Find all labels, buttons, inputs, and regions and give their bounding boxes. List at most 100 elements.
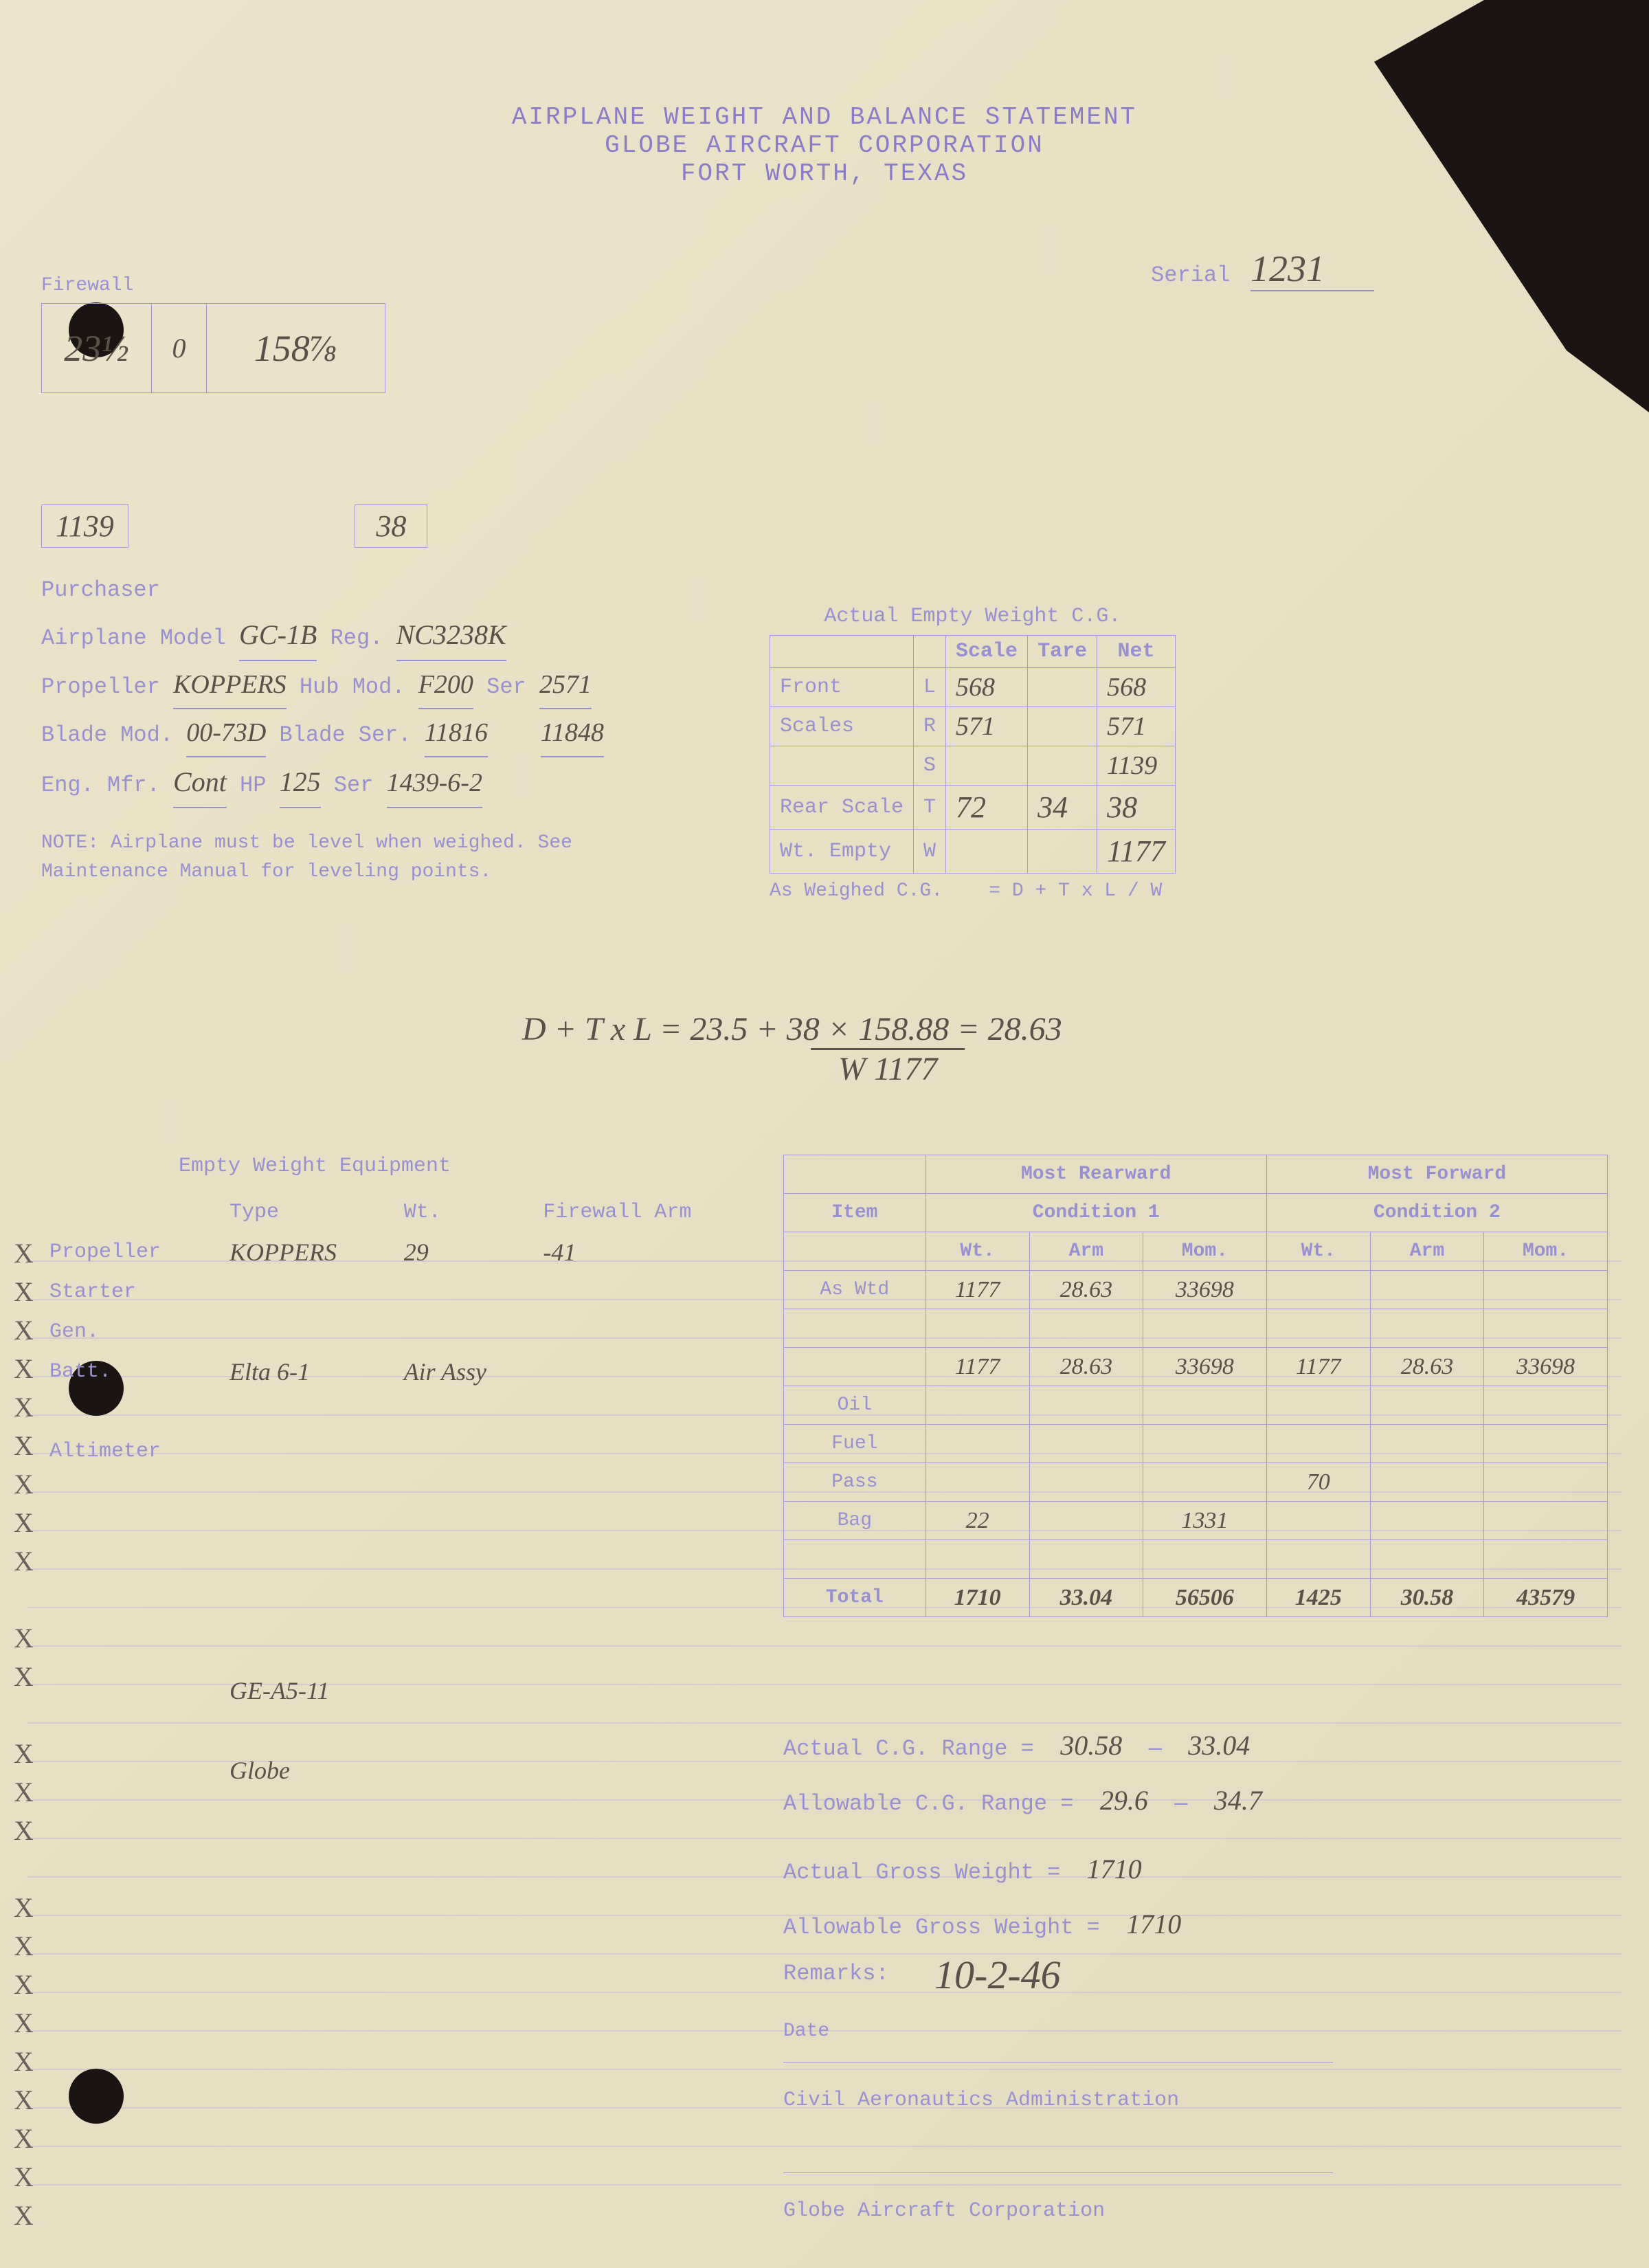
x-mark: X bbox=[14, 1968, 34, 2007]
cond-cell: 1710 bbox=[926, 1579, 1029, 1617]
cond-cell: 1331 bbox=[1143, 1502, 1267, 1540]
equip-cell: Propeller bbox=[43, 1233, 221, 1271]
cond-cell bbox=[1266, 1502, 1370, 1540]
equip-cell bbox=[223, 1711, 396, 1750]
equip-cell bbox=[397, 1512, 535, 1550]
equip-cell bbox=[397, 1711, 535, 1750]
equip-cell bbox=[536, 1990, 768, 2029]
date-label: Date bbox=[783, 2021, 829, 2042]
mid-v2: 38 bbox=[355, 504, 427, 548]
cond-cell bbox=[1029, 1502, 1143, 1540]
equip-cell: Globe bbox=[223, 1751, 396, 1790]
cond-cell bbox=[926, 1386, 1029, 1425]
cond-cell bbox=[926, 1309, 1029, 1348]
equip-cell bbox=[397, 1273, 535, 1311]
equip-cell bbox=[43, 1950, 221, 1989]
equip-cell bbox=[43, 1472, 221, 1511]
equip-cell bbox=[43, 1552, 221, 1590]
equip-cell bbox=[223, 1911, 396, 1949]
mid-v1: 1139 bbox=[41, 504, 128, 548]
cond-cell bbox=[1143, 1540, 1267, 1579]
cond-cell bbox=[1029, 1425, 1143, 1463]
equip-cell bbox=[397, 1871, 535, 1909]
equip-cell: Air Assy bbox=[397, 1353, 535, 1391]
equip-cell bbox=[536, 1472, 768, 1511]
x-mark bbox=[14, 1699, 34, 1737]
x-mark bbox=[14, 1583, 34, 1622]
firewall-box: Firewall 23½ 0 158⅞ bbox=[41, 275, 453, 393]
equip-cell bbox=[397, 1472, 535, 1511]
cond-cell bbox=[1484, 1425, 1608, 1463]
cond-cell bbox=[1029, 1540, 1143, 1579]
cg-data-table: Scale Tare Net FrontL568568 ScalesR57157… bbox=[770, 635, 1176, 874]
cond-cell: 28.63 bbox=[1370, 1348, 1483, 1386]
equip-cell bbox=[223, 1871, 396, 1909]
cond-cell bbox=[926, 1463, 1029, 1502]
x-mark: X bbox=[14, 1507, 34, 1545]
cond-cell: Pass bbox=[784, 1463, 926, 1502]
equip-cell bbox=[397, 1911, 535, 1949]
equip-cell: Elta 6-1 bbox=[223, 1353, 396, 1391]
equip-cell bbox=[397, 2030, 535, 2069]
equip-cell: KOPPERS bbox=[223, 1233, 396, 1271]
equip-cell bbox=[536, 1751, 768, 1790]
title-line-3: FORT WORTH, TEXAS bbox=[0, 159, 1649, 188]
x-mark: X bbox=[14, 1545, 34, 1583]
x-mark: X bbox=[14, 1237, 34, 1276]
cond-cell bbox=[1370, 1425, 1483, 1463]
cond-cell: Total bbox=[784, 1579, 926, 1617]
cond-cell: 33698 bbox=[1484, 1348, 1608, 1386]
equip-cell: Batt. bbox=[43, 1353, 221, 1391]
cond-cell bbox=[1370, 1271, 1483, 1309]
equip-cell bbox=[223, 1392, 396, 1431]
torn-corner bbox=[1374, 0, 1649, 412]
punch-hole-3 bbox=[69, 2069, 124, 2124]
firewall-v2: 0 bbox=[152, 304, 207, 393]
equipment-section: Empty Weight Equipment Type Wt. Firewall… bbox=[41, 1155, 770, 2070]
equip-cell bbox=[397, 1791, 535, 1830]
cond-cell: 22 bbox=[926, 1502, 1029, 1540]
firewall-label: Firewall bbox=[41, 275, 453, 296]
cond-cell bbox=[784, 1540, 926, 1579]
cond-cell: 30.58 bbox=[1370, 1579, 1483, 1617]
cond-cell: 70 bbox=[1266, 1463, 1370, 1502]
eng-row: Eng. Mfr. Cont HP 125 Ser 1439-6-2 bbox=[41, 757, 728, 808]
cond-cell: 43579 bbox=[1484, 1579, 1608, 1617]
equip-cell bbox=[223, 1432, 396, 1471]
cond-cell bbox=[1484, 1309, 1608, 1348]
purchaser-row: Purchaser bbox=[41, 570, 728, 610]
equip-cell bbox=[397, 1950, 535, 1989]
equip-cell: Gen. bbox=[43, 1313, 221, 1351]
equip-cell bbox=[43, 1392, 221, 1431]
equip-cell bbox=[536, 1632, 768, 1670]
equip-cell bbox=[223, 1831, 396, 1869]
cond-cell bbox=[1266, 1425, 1370, 1463]
x-mark: X bbox=[14, 1891, 34, 1930]
document-page: AIRPLANE WEIGHT AND BALANCE STATEMENT GL… bbox=[0, 0, 1649, 2268]
x-mark: X bbox=[14, 2084, 34, 2122]
equip-cell bbox=[223, 1632, 396, 1670]
equip-cell bbox=[43, 1671, 221, 1710]
equip-cell bbox=[536, 1592, 768, 1630]
equip-cell bbox=[223, 1512, 396, 1550]
cond-cell: 33698 bbox=[1143, 1271, 1267, 1309]
prop-row: Propeller KOPPERS Hub Mod. F200 Ser 2571 bbox=[41, 661, 728, 709]
cond-cell bbox=[1370, 1502, 1483, 1540]
equip-cell bbox=[223, 1273, 396, 1311]
equip-cell bbox=[43, 1632, 221, 1670]
equip-title: Empty Weight Equipment bbox=[179, 1155, 770, 1178]
x-mark: X bbox=[14, 1660, 34, 1699]
sig2: Globe Aircraft Corporation bbox=[783, 2172, 1333, 2242]
equip-cell bbox=[43, 1512, 221, 1550]
cond-cell: 33698 bbox=[1143, 1348, 1267, 1386]
cond-cell bbox=[1143, 1425, 1267, 1463]
cond-cell bbox=[1029, 1463, 1143, 1502]
equip-cell bbox=[397, 1432, 535, 1471]
firewall-v1: 23½ bbox=[42, 304, 152, 393]
equip-cell bbox=[223, 2030, 396, 2069]
equip-cell bbox=[397, 1552, 535, 1590]
x-mark: X bbox=[14, 1391, 34, 1430]
signatures: Civil Aeronautics Administration Globe A… bbox=[783, 2062, 1333, 2242]
blade-row: Blade Mod. 00-73D Blade Ser. 11816 11848 bbox=[41, 709, 728, 757]
cond-cell: 1177 bbox=[926, 1348, 1029, 1386]
